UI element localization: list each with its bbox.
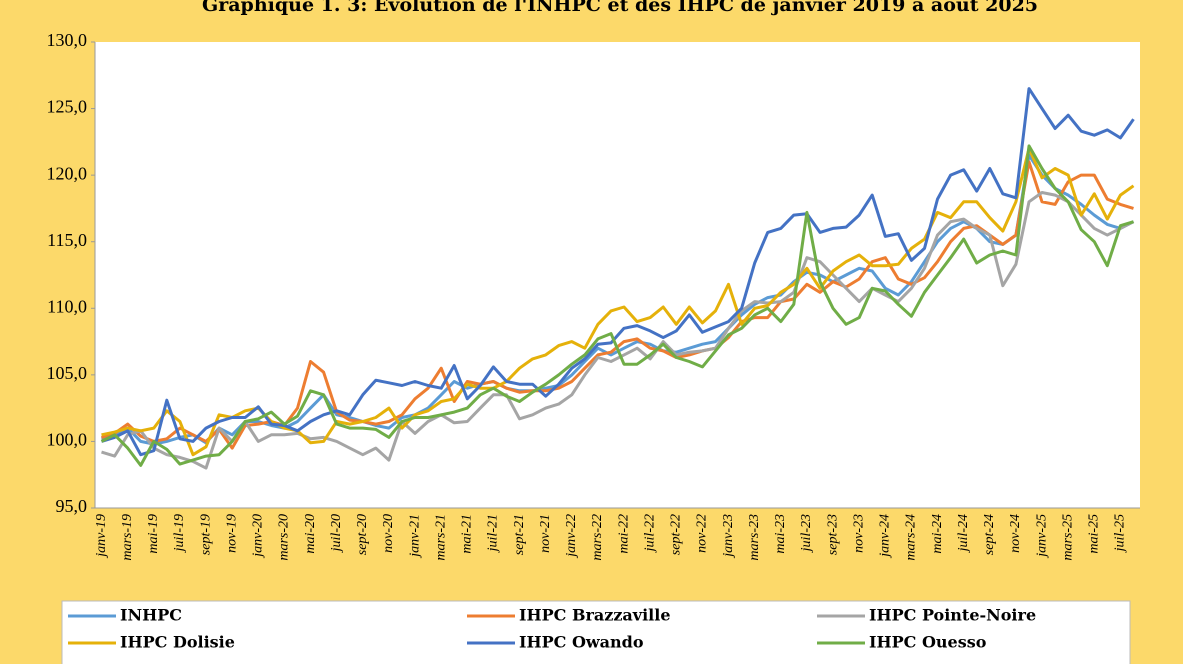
x-tick-label: juil-20 <box>329 514 344 553</box>
legend-label: IHPC Owando <box>519 633 644 652</box>
x-tick-label: nov-22 <box>695 514 710 553</box>
y-tick-label: 105,0 <box>47 363 88 383</box>
x-tick-label: mars-24 <box>904 514 919 561</box>
legend-label: IHPC Brazzaville <box>519 606 671 625</box>
y-tick-label: 95,0 <box>56 496 88 516</box>
x-tick-label: mai-21 <box>460 514 475 554</box>
x-tick-label: mai-25 <box>1087 514 1102 554</box>
chart-title: Graphique 1. 3: Evolution de l'INHPC et … <box>202 0 1038 16</box>
x-tick-label: juil-22 <box>642 514 657 553</box>
x-tick-label: nov-19 <box>224 514 239 553</box>
x-tick-label: janv-22 <box>564 514 579 559</box>
x-tick-label: sept-21 <box>512 514 527 555</box>
x-tick-label: mars-19 <box>120 514 135 561</box>
x-tick-label: juil-21 <box>486 514 501 553</box>
x-tick-label: mai-22 <box>616 514 631 554</box>
x-tick-label: juil-23 <box>799 514 814 553</box>
x-tick-label: nov-24 <box>1008 514 1023 553</box>
legend-label: IHPC Pointe-Noire <box>869 606 1036 625</box>
x-tick-label: mai-20 <box>303 514 318 554</box>
legend <box>61 600 1131 664</box>
x-tick-label: janv-19 <box>94 514 109 559</box>
x-tick-label: juil-19 <box>172 514 187 553</box>
x-tick-label: sept-23 <box>825 514 840 555</box>
x-tick-label: mai-23 <box>773 514 788 554</box>
x-tick-label: mai-19 <box>146 514 161 554</box>
x-tick-label: sept-22 <box>669 514 684 555</box>
x-tick-label: nov-21 <box>538 514 553 553</box>
y-tick-label: 115,0 <box>47 230 87 250</box>
y-tick-label: 125,0 <box>47 97 88 117</box>
y-tick-label: 100,0 <box>47 430 88 450</box>
legend-label: IHPC Ouesso <box>869 633 987 652</box>
x-tick-label: mars-21 <box>433 514 448 561</box>
series-line <box>101 147 1135 457</box>
x-tick-label: mars-25 <box>1060 514 1075 561</box>
y-tick-label: 120,0 <box>47 163 88 183</box>
x-tick-label: juil-24 <box>956 514 971 553</box>
series-line <box>101 87 1135 457</box>
x-tick-label: mars-23 <box>747 514 762 561</box>
x-tick-label: nov-20 <box>381 514 396 553</box>
series-line <box>101 191 1135 470</box>
x-tick-label: janv-23 <box>721 514 736 559</box>
x-tick-label: janv-25 <box>1034 514 1049 559</box>
x-tick-label: nov-23 <box>851 514 866 553</box>
x-tick-label: sept-20 <box>355 514 370 555</box>
x-tick-label: juil-25 <box>1113 514 1128 553</box>
plot-area <box>95 42 1140 508</box>
x-tick-label: mars-20 <box>277 514 292 561</box>
series-line <box>100 144 1134 467</box>
x-tick-label: mai-24 <box>930 514 945 554</box>
x-tick-label: sept-19 <box>198 514 213 555</box>
legend-label: INHPC <box>120 606 182 625</box>
x-tick-label: janv-21 <box>407 514 422 559</box>
legend-label: IHPC Dolisie <box>120 633 235 652</box>
x-tick-label: mars-22 <box>590 514 605 561</box>
x-tick-label: sept-24 <box>982 514 997 555</box>
y-tick-label: 130,0 <box>47 30 88 50</box>
y-tick-label: 110,0 <box>47 296 87 316</box>
x-tick-label: janv-20 <box>251 514 266 559</box>
x-tick-label: janv-24 <box>878 514 893 559</box>
